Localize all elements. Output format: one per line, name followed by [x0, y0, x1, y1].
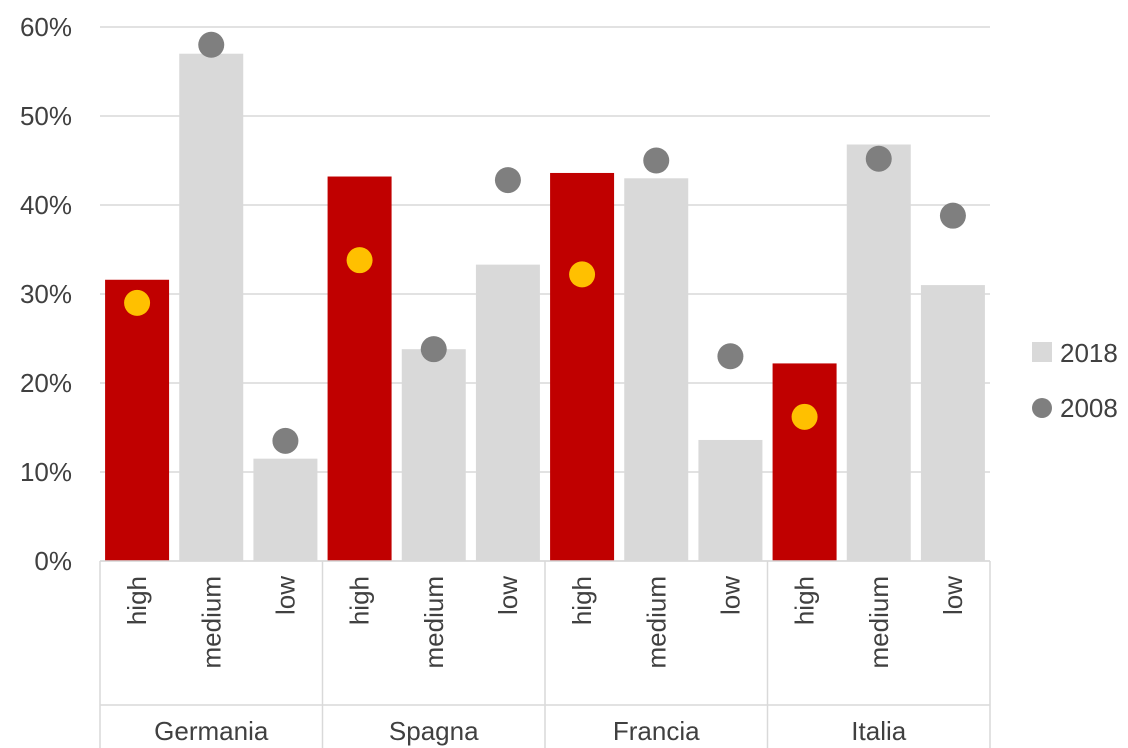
legend-swatch-2008	[1032, 398, 1052, 418]
dot-italia-medium	[865, 145, 892, 172]
y-tick-label: 20%	[20, 368, 72, 398]
bar-francia-high	[550, 172, 615, 561]
x-category-label: high	[567, 576, 597, 625]
x-category-label: low	[493, 576, 523, 615]
dot-spagna-medium	[420, 336, 447, 363]
legend-label-2018: 2018	[1060, 338, 1118, 368]
y-tick-label: 0%	[34, 546, 72, 576]
dot-francia-medium	[643, 147, 670, 174]
bar-italia-medium	[846, 144, 911, 562]
x-category-label: medium	[196, 576, 226, 668]
x-category-label: medium	[419, 576, 449, 668]
bar-spagna-high	[327, 176, 392, 561]
x-category-label: low	[938, 576, 968, 615]
group-label: Germania	[154, 716, 269, 746]
dot-italia-low	[939, 202, 966, 229]
bar-italia-high	[772, 363, 837, 561]
bar-series-2018	[105, 53, 985, 562]
y-tick-label: 60%	[20, 12, 72, 42]
x-category-label: high	[345, 576, 375, 625]
x-category-label: low	[270, 576, 300, 615]
gridlines	[100, 26, 990, 562]
x-category-label: high	[790, 576, 820, 625]
dot-spagna-high	[346, 247, 373, 274]
x-category-label: high	[122, 576, 152, 625]
group-label: Italia	[851, 716, 906, 746]
x-category-label: medium	[641, 576, 671, 668]
x-category-label: medium	[864, 576, 894, 668]
group-label: Spagna	[389, 716, 479, 746]
y-tick-label: 10%	[20, 457, 72, 487]
x-axis-group-labels: Germania Spagna Francia Italia	[154, 716, 907, 746]
dot-germania-high	[124, 289, 151, 316]
bar-germania-medium	[179, 53, 244, 561]
dot-series-2008	[124, 31, 966, 454]
y-tick-label: 40%	[20, 190, 72, 220]
dot-germania-medium	[198, 31, 225, 58]
legend-label-2008: 2008	[1060, 393, 1118, 423]
y-tick-label: 30%	[20, 279, 72, 309]
bar-spagna-medium	[401, 349, 466, 561]
y-axis-tick-labels: 0% 10% 20% 30% 40% 50% 60%	[20, 12, 72, 576]
x-axis-category-labels: high medium low high medium low high medium low h…	[122, 576, 968, 669]
dot-spagna-low	[494, 167, 521, 194]
bar-italia-low	[920, 285, 985, 561]
dot-francia-high	[569, 261, 596, 288]
bar-francia-medium	[624, 178, 689, 562]
bar-spagna-low	[475, 264, 540, 561]
legend: 2018 2008	[1032, 338, 1118, 423]
bar-francia-low	[698, 439, 763, 561]
dot-francia-low	[717, 343, 744, 370]
dot-germania-low	[272, 427, 299, 454]
x-axis-group-frame	[99, 560, 991, 748]
legend-swatch-2018	[1032, 342, 1052, 362]
dot-italia-high	[791, 403, 818, 430]
bar-germania-low	[253, 458, 318, 561]
bar-germania-high	[105, 279, 170, 561]
x-category-label: low	[715, 576, 745, 615]
y-tick-label: 50%	[20, 101, 72, 131]
group-label: Francia	[613, 716, 700, 746]
